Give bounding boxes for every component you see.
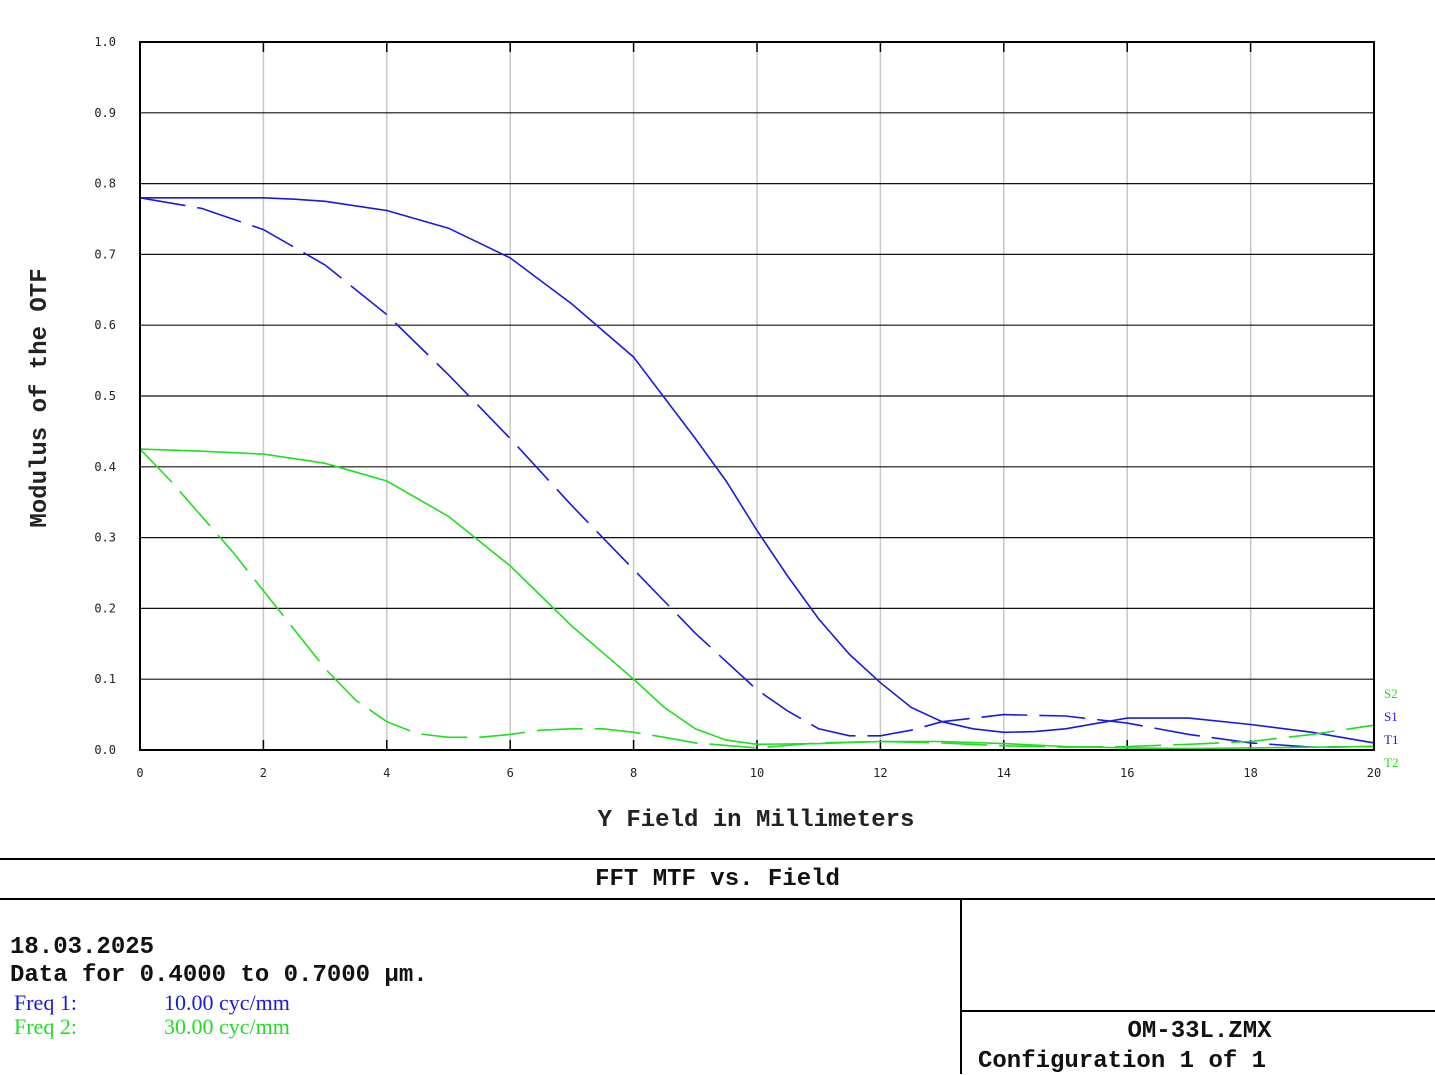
x-tick-label: 12	[873, 766, 887, 780]
legend-entry-t2: T2	[1384, 755, 1398, 770]
legend-entry-s2: S2	[1384, 686, 1398, 701]
y-tick-label: 0.3	[94, 531, 116, 545]
series-line-s2	[139, 448, 1375, 750]
series-line-t1	[139, 197, 1375, 749]
series-lines	[139, 197, 1375, 750]
y-tick-label: 0.7	[94, 247, 116, 261]
info-right-divider	[962, 1010, 1435, 1012]
axis-ticks: 0 2 4 6 8 10 12 14 16 18 20 0.0 0.1 0.2 0.3 0.4 0.5 0.6 0.…	[94, 35, 1381, 780]
freq2-row: Freq 2: 30.00 cyc/mm	[14, 1016, 290, 1038]
x-tick-label: 0	[136, 766, 143, 780]
y-tick-label: 1.0	[94, 35, 116, 49]
series-line-t2	[139, 448, 1375, 749]
y-tick-label: 0.0	[94, 743, 116, 757]
x-tick-label: 14	[997, 766, 1011, 780]
freq1-label: Freq 1:	[14, 990, 77, 1015]
y-axis-title: Modulus of the OTF	[27, 268, 54, 527]
x-tick-label: 18	[1243, 766, 1257, 780]
info-date: 18.03.2025	[10, 934, 155, 961]
y-tick-label: 0.6	[94, 318, 116, 332]
y-tick-label: 0.9	[94, 106, 116, 120]
configuration-text: Configuration 1 of 1	[978, 1048, 1267, 1075]
file-name: OM-33L.ZMX	[1127, 1018, 1272, 1045]
x-tick-label: 10	[750, 766, 764, 780]
y-tick-label: 0.2	[94, 601, 116, 615]
mtf-chart: 0 2 4 6 8 10 12 14 16 18 20 0.0 0.1 0.2 0.3 0.4 0.5 0.6 0.…	[27, 35, 1398, 834]
x-tick-label: 2	[260, 766, 267, 780]
series-line-s1	[140, 197, 1375, 744]
info-right-cell: OM-33L.ZMX Configuration 1 of 1	[960, 898, 1435, 1075]
x-tick-label: 4	[383, 766, 390, 780]
freq1-value: 10.00 cyc/mm	[164, 990, 290, 1015]
y-tick-label: 0.8	[94, 177, 116, 191]
info-title: FFT MTF vs. Field	[0, 860, 1435, 900]
y-tick-label: 0.1	[94, 672, 116, 686]
legend-entry-t1: T1	[1384, 732, 1398, 747]
x-axis-title: Y Field in Millimeters	[598, 807, 915, 834]
grid	[140, 42, 1374, 750]
freq1-row: Freq 1: 10.00 cyc/mm	[14, 992, 290, 1014]
freq2-label: Freq 2:	[14, 1014, 77, 1039]
x-tick-label: 8	[630, 766, 637, 780]
x-tick-label: 20	[1367, 766, 1381, 780]
legend-entry-s1: S1	[1384, 709, 1398, 724]
info-left-cell: 18.03.2025 Data for 0.4000 to 0.7000 µm.…	[0, 900, 960, 1074]
plot-frame	[139, 41, 1375, 751]
info-data-range: Data for 0.4000 to 0.7000 µm.	[10, 962, 428, 989]
info-panel: FFT MTF vs. Field 18.03.2025 Data for 0.…	[0, 858, 1435, 1075]
y-tick-label: 0.5	[94, 389, 116, 403]
x-tick-label: 6	[507, 766, 514, 780]
freq2-value: 30.00 cyc/mm	[164, 1014, 290, 1039]
legend: S2 S1 T1 T2	[1384, 686, 1398, 770]
y-tick-label: 0.4	[94, 460, 116, 474]
x-tick-label: 16	[1120, 766, 1134, 780]
